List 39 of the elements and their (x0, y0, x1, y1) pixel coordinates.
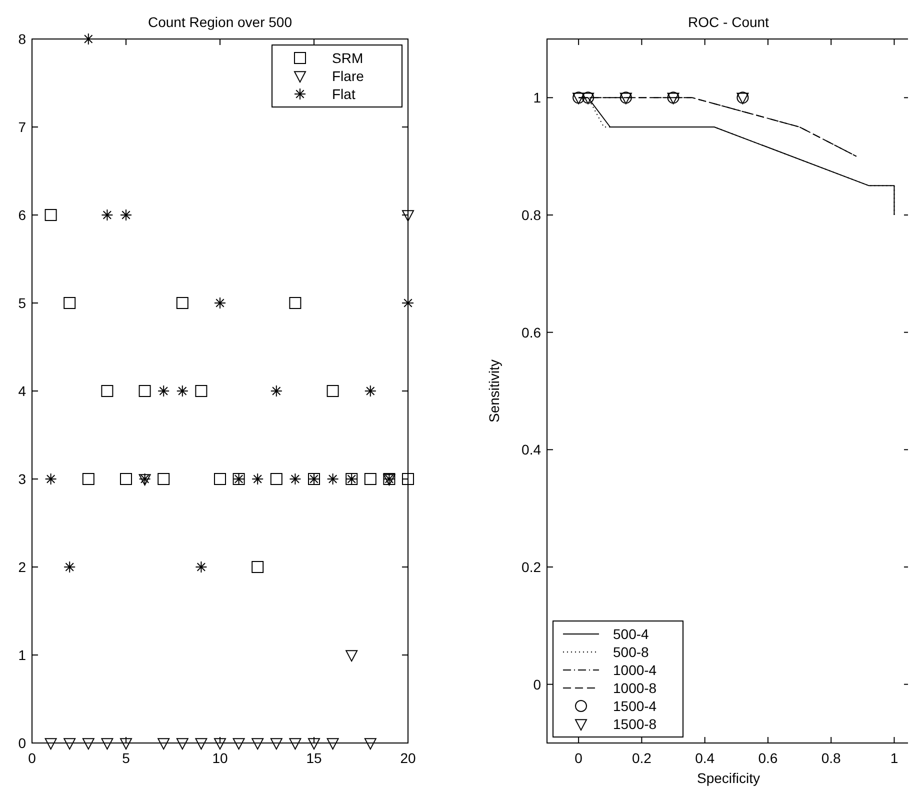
y-axis-title: Sensitivity (486, 359, 502, 423)
x-tick-label: 5 (122, 750, 130, 766)
y-tick-label: 1 (533, 90, 542, 106)
y-tick-label: 1 (18, 647, 26, 663)
x-axis-title: Specificity (696, 770, 760, 786)
y-tick-label: 3 (18, 471, 26, 487)
legend-label: Flare (332, 68, 364, 84)
x-tick-label: 0.2 (632, 750, 652, 766)
y-tick-label: 2 (18, 559, 26, 575)
x-tick-label: 20 (400, 750, 416, 766)
y-tick-label: 7 (18, 119, 26, 135)
x-tick-label: 0.4 (695, 750, 715, 766)
x-tick-label: 1 (890, 750, 898, 766)
legend-label: 1500-8 (613, 716, 657, 732)
legend-label: SRM (332, 50, 364, 66)
y-tick-label: 0.2 (522, 559, 542, 575)
legend-label: 1500-4 (613, 698, 657, 714)
legend-label: 1000-8 (613, 680, 657, 696)
chart-title: Count Region over 500 (148, 14, 292, 30)
y-tick-label: 0 (533, 676, 542, 692)
y-tick-label: 6 (18, 207, 26, 223)
y-tick-label: 0.6 (522, 324, 542, 340)
legend-label: 500-8 (613, 644, 650, 660)
x-tick-label: 0.6 (758, 750, 778, 766)
x-tick-label: 15 (306, 750, 322, 766)
chart-title: ROC - Count (688, 14, 770, 30)
y-tick-label: 5 (18, 295, 26, 311)
legend-label: 500-4 (613, 626, 650, 642)
y-tick-label: 4 (18, 383, 26, 399)
y-tick-label: 0.8 (522, 207, 542, 223)
legend-label: 1000-4 (613, 662, 657, 678)
x-tick-label: 0 (28, 750, 36, 766)
y-tick-label: 8 (18, 31, 26, 47)
legend-label: Flat (332, 86, 356, 102)
y-tick-label: 0 (18, 735, 26, 751)
x-tick-label: 10 (212, 750, 228, 766)
y-tick-label: 0.4 (522, 442, 542, 458)
x-tick-label: 0 (574, 750, 583, 766)
x-tick-label: 0.8 (821, 750, 842, 766)
